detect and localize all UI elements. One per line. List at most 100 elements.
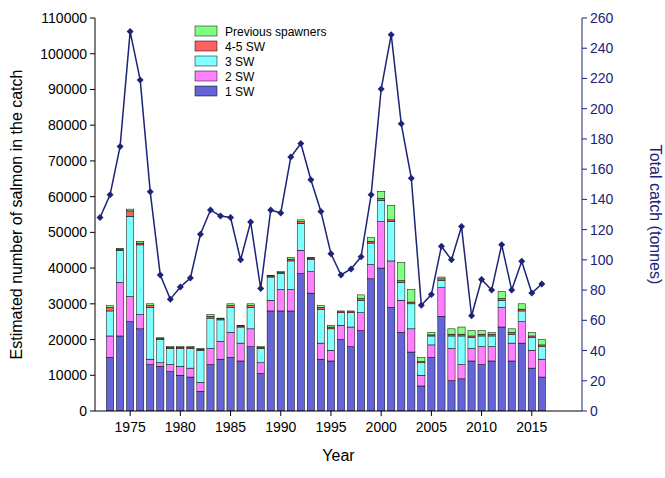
bar-segment <box>337 340 344 411</box>
bar-segment <box>137 315 144 329</box>
line-marker <box>368 191 375 198</box>
bar-segment <box>388 261 395 307</box>
bar-segment <box>327 350 334 361</box>
bar-segment <box>398 332 405 411</box>
bar-segment <box>317 309 324 343</box>
y-tick-label: 30000 <box>48 296 87 312</box>
bar-segment <box>408 352 415 411</box>
bar-segment <box>448 329 455 334</box>
bar-segment <box>518 304 525 309</box>
line-marker <box>538 281 545 288</box>
bar-segment <box>207 348 214 364</box>
bar-segment <box>297 220 304 222</box>
bar-segment <box>327 361 334 411</box>
bar-segment <box>297 250 304 273</box>
bar-segment <box>137 329 144 411</box>
legend-label: 1 SW <box>225 85 255 99</box>
x-tick <box>180 411 181 416</box>
bar-segment <box>448 348 455 380</box>
line-marker <box>227 214 234 221</box>
bar-segment <box>368 238 375 242</box>
bar-segment <box>438 288 445 317</box>
bar-segment <box>498 327 505 411</box>
bar-segment <box>498 300 505 307</box>
bar-segment <box>378 200 385 221</box>
bar-segment <box>347 327 354 347</box>
x-tick-label: 1975 <box>115 419 146 435</box>
bar-segment <box>458 365 465 379</box>
bar-segment <box>448 381 455 411</box>
y2-tick <box>582 169 587 170</box>
bar-segment <box>317 343 324 359</box>
bar-segment <box>398 300 405 332</box>
line-marker <box>157 271 164 278</box>
y-tick-label: 80000 <box>48 117 87 133</box>
bar-segment <box>317 359 324 411</box>
bar-segment <box>257 346 264 348</box>
bar-segment <box>227 306 234 308</box>
bar-segment <box>458 336 465 365</box>
x-tick-label: 1985 <box>215 419 246 435</box>
line-marker <box>388 31 395 38</box>
x-axis <box>95 411 582 412</box>
y2-tick <box>582 290 587 291</box>
bar-segment <box>127 297 134 322</box>
y2-tick-label: 80 <box>590 282 606 298</box>
bar-segment <box>528 338 535 351</box>
x-tick <box>130 411 131 416</box>
bar-segment <box>227 332 234 357</box>
bar-segment <box>267 300 274 311</box>
bar-segment <box>428 332 435 335</box>
y2-tick-label: 60 <box>590 312 606 328</box>
bar-segment <box>307 259 314 272</box>
bar-segment <box>468 338 475 349</box>
chart: 0100002000030000400005000060000700008000… <box>0 0 665 478</box>
line-marker <box>167 296 174 303</box>
y-tick-label: 110000 <box>41 10 87 26</box>
bar-segment <box>217 359 224 411</box>
x-tick <box>381 411 382 416</box>
bar-segment <box>408 304 415 329</box>
bar-segment <box>106 336 113 357</box>
bar-segment <box>127 209 134 211</box>
line-marker <box>307 176 314 183</box>
line-marker <box>498 241 505 248</box>
bar-segment <box>116 250 123 282</box>
line <box>100 32 542 316</box>
line-marker <box>287 154 294 161</box>
bar-segment <box>116 248 123 250</box>
bar-segment <box>177 346 184 348</box>
bar-segment <box>197 350 204 382</box>
bar-segment <box>508 334 515 343</box>
bar-segment <box>327 327 334 329</box>
line-marker <box>468 312 475 319</box>
bar-segment <box>418 386 425 411</box>
bar-segment <box>247 307 254 328</box>
y-tick-label: 90000 <box>48 81 87 97</box>
bar-segment <box>307 272 314 293</box>
bar-segment <box>438 279 445 281</box>
bar-segment <box>207 365 214 411</box>
line-marker <box>247 219 254 226</box>
bar-segment <box>217 341 224 359</box>
bar-segment <box>378 268 385 411</box>
line-marker <box>348 265 355 272</box>
y-axis-title: Estimated number of salmon in the catch <box>8 70 25 360</box>
bar-segment <box>438 316 445 411</box>
bar-segment <box>137 241 144 243</box>
x-tick-label: 1980 <box>165 419 196 435</box>
bar-segment <box>538 377 545 411</box>
bar-segment <box>187 347 194 348</box>
legend-swatch <box>195 26 217 36</box>
line-marker <box>378 86 385 93</box>
bar-segment <box>277 271 284 273</box>
line-marker <box>418 302 425 309</box>
bar-segment <box>217 318 224 320</box>
y-tick <box>90 160 95 161</box>
y2-tick-label: 180 <box>590 131 614 147</box>
bar-segment <box>347 310 354 312</box>
bar-segment <box>297 223 304 250</box>
legend-label: 3 SW <box>225 55 255 69</box>
bar-segment <box>287 259 294 261</box>
y-tick-label: 60000 <box>48 189 87 205</box>
